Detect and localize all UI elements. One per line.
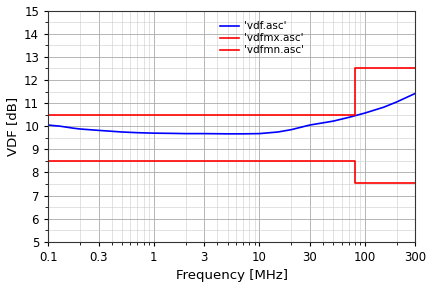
'vdf.asc'	[70, 126, 75, 130]
'vdf.asc'	[202, 132, 207, 135]
'vdfmn.asc'	[352, 159, 357, 163]
'vdfmx.asc'	[45, 113, 51, 116]
'vdfmx.asc'	[352, 113, 357, 116]
Y-axis label: VDF [dB]: VDF [dB]	[6, 97, 19, 156]
'vdf.asc'	[96, 129, 101, 132]
X-axis label: Frequency [MHz]: Frequency [MHz]	[176, 270, 288, 283]
Legend: 'vdf.asc', 'vdfmx.asc', 'vdfmn.asc': 'vdf.asc', 'vdfmx.asc', 'vdfmn.asc'	[217, 18, 307, 58]
'vdf.asc'	[183, 132, 188, 135]
'vdf.asc'	[57, 124, 63, 128]
'vdf.asc'	[225, 132, 230, 136]
'vdf.asc'	[330, 120, 336, 123]
'vdf.asc'	[381, 105, 386, 109]
'vdf.asc'	[394, 100, 399, 104]
'vdf.asc'	[170, 132, 175, 135]
'vdf.asc'	[275, 130, 280, 134]
'vdfmx.asc'	[352, 67, 357, 70]
Line: 'vdfmx.asc': 'vdfmx.asc'	[48, 68, 416, 115]
'vdf.asc'	[135, 131, 140, 134]
'vdf.asc'	[346, 116, 351, 119]
'vdfmn.asc'	[413, 181, 418, 185]
'vdf.asc'	[119, 130, 124, 134]
'vdf.asc'	[77, 127, 83, 131]
'vdf.asc'	[289, 128, 294, 131]
'vdf.asc'	[362, 111, 368, 115]
'vdfmn.asc'	[352, 181, 357, 185]
'vdf.asc'	[413, 92, 418, 95]
Line: 'vdfmn.asc': 'vdfmn.asc'	[48, 161, 416, 183]
'vdfmx.asc'	[413, 67, 418, 70]
'vdf.asc'	[45, 123, 51, 127]
'vdf.asc'	[257, 132, 262, 135]
Line: 'vdf.asc': 'vdf.asc'	[48, 93, 416, 134]
'vdfmn.asc'	[45, 159, 51, 163]
'vdf.asc'	[307, 123, 312, 127]
'vdf.asc'	[241, 132, 246, 136]
'vdf.asc'	[151, 131, 156, 135]
